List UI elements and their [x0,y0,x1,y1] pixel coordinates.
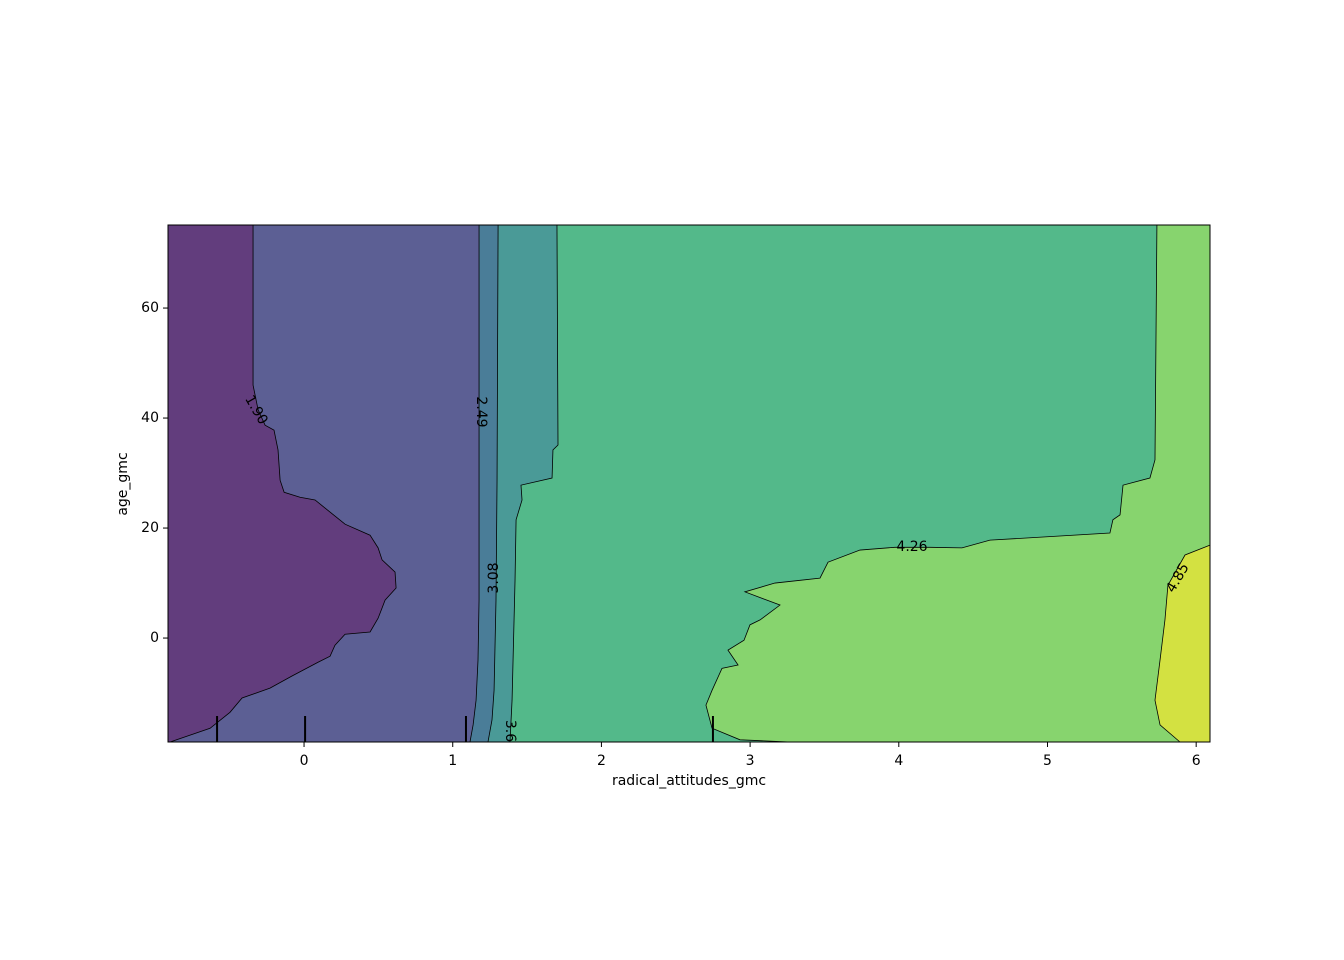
x-tick-label: 2 [597,753,606,769]
y-tick-label: 20 [141,520,159,536]
contour-label: 4.26 [896,539,927,555]
x-tick-label: 1 [448,753,457,769]
y-tick-label: 0 [150,630,159,646]
y-tick-label: 60 [141,300,159,316]
contour-line [487,224,499,743]
x-axis-label: radical_attitudes_gmc [612,773,766,789]
x-tick-label: 0 [300,753,309,769]
y-axis-label: age_gmc [115,452,131,515]
contour-label: 2.49 [473,396,489,427]
contour-label: 3.6 [502,720,518,742]
x-tick-label: 5 [1043,753,1052,769]
contour-region [705,225,1210,742]
contour-line [705,224,1158,743]
x-tick-label: 4 [894,753,903,769]
axes-frame [167,224,1211,743]
x-tick-label: 3 [746,753,755,769]
y-tick-label: 40 [141,410,159,426]
contour-line [1154,544,1211,743]
contour-region [1154,545,1210,742]
x-tick-label: 6 [1192,753,1201,769]
contour-line [169,225,397,743]
contour-line [469,225,480,743]
contour-label: 3.08 [486,562,502,593]
contour-line [509,224,559,743]
